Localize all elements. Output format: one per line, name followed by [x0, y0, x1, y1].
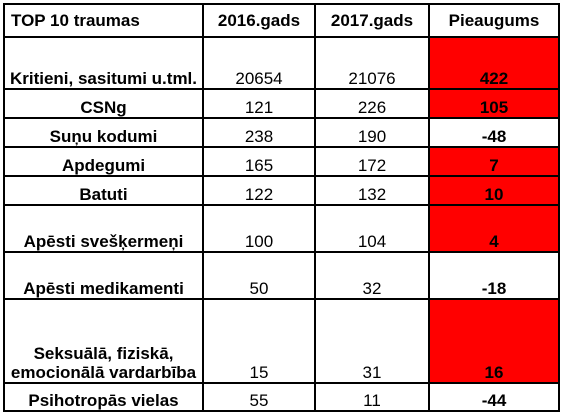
trauma-name-cell: CSNg: [3, 88, 204, 119]
trauma-name: Seksuālā, fiziskā, emocionālā vardarbība: [10, 344, 197, 382]
table-row: Kritieni, sasitumi u.tml. 20654 21076 422: [3, 36, 560, 90]
header-growth: Pieaugums: [428, 3, 560, 38]
value-2016: 165: [202, 146, 316, 177]
value-2017: 32: [314, 251, 430, 300]
value-2016: 15: [202, 298, 316, 384]
value-2016: 238: [202, 117, 316, 148]
value-2016: 20654: [202, 36, 316, 90]
value-2016: 122: [202, 175, 316, 206]
trauma-name-cell: Batuti: [3, 175, 204, 206]
table-row: Psihotropās vielas 55 11 -44: [3, 382, 560, 412]
trauma-name-cell: Apdegumi: [3, 146, 204, 177]
growth-value: 105: [428, 88, 560, 119]
trauma-name-cell: Apēsti medikamenti: [3, 251, 204, 300]
table-row: Apdegumi 165 172 7: [3, 146, 560, 177]
trauma-name: Apēsti medikamenti: [23, 279, 184, 298]
value-2017: 190: [314, 117, 430, 148]
header-name: TOP 10 traumas: [3, 3, 204, 38]
trauma-table: TOP 10 traumas 2016.gads 2017.gads Pieau…: [3, 3, 560, 412]
growth-value: 16: [428, 298, 560, 384]
header-row: TOP 10 traumas 2016.gads 2017.gads Pieau…: [3, 3, 560, 38]
growth-value: -48: [428, 117, 560, 148]
trauma-name: Psihotropās vielas: [28, 391, 179, 410]
value-2017: 104: [314, 204, 430, 253]
table-row: Batuti 122 132 10: [3, 175, 560, 206]
value-2017: 132: [314, 175, 430, 206]
value-2016: 100: [202, 204, 316, 253]
header-2017: 2017.gads: [314, 3, 430, 38]
trauma-name-cell: Apēsti svešķermeņi: [3, 204, 204, 253]
growth-value: -18: [428, 251, 560, 300]
trauma-name: Apēsti svešķermeņi: [23, 232, 184, 251]
header-2016: 2016.gads: [202, 3, 316, 38]
trauma-name-cell: Kritieni, sasitumi u.tml.: [3, 36, 204, 90]
table-row: Apēsti medikamenti 50 32 -18: [3, 251, 560, 300]
value-2017: 21076: [314, 36, 430, 90]
growth-value: -44: [428, 382, 560, 412]
table-row: Seksuālā, fiziskā, emocionālā vardarbība…: [3, 298, 560, 384]
trauma-name: CSNg: [80, 98, 127, 117]
growth-value: 7: [428, 146, 560, 177]
value-2017: 11: [314, 382, 430, 412]
value-2017: 31: [314, 298, 430, 384]
value-2016: 50: [202, 251, 316, 300]
value-2016: 55: [202, 382, 316, 412]
value-2017: 172: [314, 146, 430, 177]
growth-value: 422: [428, 36, 560, 90]
value-2017: 226: [314, 88, 430, 119]
trauma-name: Apdegumi: [61, 156, 146, 175]
table-row: Suņu kodumi 238 190 -48: [3, 117, 560, 148]
table-row: Apēsti svešķermeņi 100 104 4: [3, 204, 560, 253]
value-2016: 121: [202, 88, 316, 119]
trauma-name: Batuti: [79, 185, 128, 204]
trauma-name-cell: Seksuālā, fiziskā, emocionālā vardarbība: [3, 298, 204, 384]
trauma-name-cell: Psihotropās vielas: [3, 382, 204, 412]
growth-value: 10: [428, 175, 560, 206]
trauma-name: Suņu kodumi: [49, 127, 158, 146]
table-row: CSNg 121 226 105: [3, 88, 560, 119]
trauma-name: Kritieni, sasitumi u.tml.: [9, 69, 198, 88]
growth-value: 4: [428, 204, 560, 253]
table-body: Kritieni, sasitumi u.tml. 20654 21076 422 CS…: [3, 36, 560, 412]
trauma-name-cell: Suņu kodumi: [3, 117, 204, 148]
